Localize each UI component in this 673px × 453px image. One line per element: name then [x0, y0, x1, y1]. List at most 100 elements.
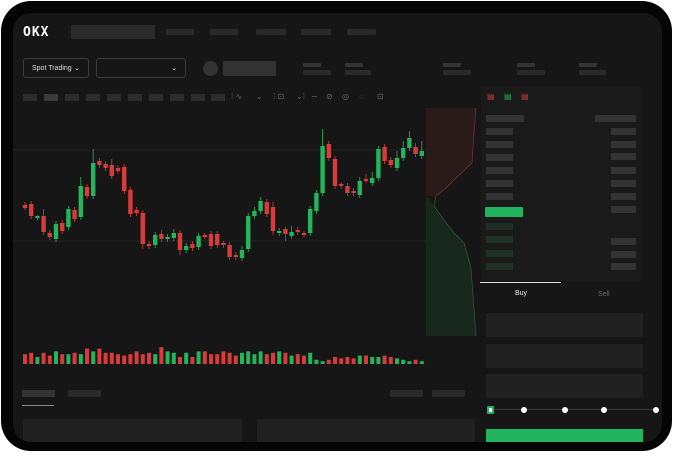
nav-item[interactable] [256, 29, 286, 35]
buy-tab[interactable]: Buy [515, 290, 528, 297]
volume-bar [388, 357, 393, 364]
candle-body [407, 138, 412, 148]
history-tab[interactable] [68, 390, 101, 397]
timeframe-button[interactable] [65, 94, 79, 101]
chevron-icon[interactable]: ⌄⁞ [296, 92, 305, 101]
chart-type-icon[interactable]: ⌄ [256, 92, 263, 101]
volume-bar [78, 354, 83, 364]
nav-item[interactable] [210, 29, 238, 35]
chevron-down-icon: ⌄ [74, 65, 80, 72]
timeframe-button[interactable] [128, 94, 142, 101]
candle-body [171, 233, 176, 238]
slider-step[interactable] [653, 407, 659, 413]
candle-body [221, 243, 226, 245]
slider-step[interactable] [601, 407, 607, 413]
pen-icon[interactable]: ⊘ [326, 92, 333, 101]
candle-body [283, 229, 288, 234]
volume-bar [382, 355, 387, 364]
timeframe-button[interactable] [23, 94, 37, 101]
volume-bar [196, 351, 201, 364]
orderbook-asks-icon[interactable]: ▤ [521, 92, 529, 101]
coin-icon [203, 61, 218, 76]
filter-button[interactable] [432, 390, 465, 397]
volume-bar [184, 352, 189, 364]
volume-bar [171, 352, 176, 364]
volume-bar [41, 352, 46, 364]
candlestick-chart[interactable] [13, 108, 479, 378]
candle-body [239, 250, 245, 258]
chevron-down-icon: ⌄ [171, 65, 177, 72]
nav-item[interactable] [347, 29, 376, 35]
volume-bar [314, 359, 319, 364]
volume-bar [395, 358, 399, 364]
orders-tab[interactable] [22, 390, 55, 397]
timeframe-button[interactable] [170, 94, 184, 101]
timeframe-button[interactable] [149, 94, 163, 101]
filter-button[interactable] [390, 390, 423, 397]
volume-bar [29, 352, 34, 364]
candle-body [357, 181, 362, 195]
candle-body [419, 151, 424, 156]
slider-step[interactable] [521, 407, 527, 413]
candle-body [363, 179, 369, 181]
buy-button[interactable] [486, 429, 643, 442]
candle-body [332, 159, 338, 186]
total-input[interactable] [486, 374, 643, 398]
line-tool-icon[interactable]: ∼ [311, 92, 318, 101]
volume-bar [258, 351, 263, 364]
candle-body [264, 202, 269, 214]
candle-body [109, 165, 114, 176]
candle-body [233, 255, 238, 257]
volume-bar [190, 357, 195, 364]
candle-body [84, 187, 90, 196]
candle-body [128, 190, 133, 214]
volume-bar [283, 352, 288, 364]
fullscreen-icon[interactable]: ⊡ [377, 92, 384, 101]
candle-body [258, 201, 263, 211]
timeframe-button[interactable] [191, 94, 205, 101]
sell-tab[interactable]: Sell [598, 291, 610, 298]
volume-bar [271, 352, 275, 364]
candle-body [177, 233, 183, 250]
amount-input[interactable] [486, 344, 643, 368]
volume-bar [165, 351, 170, 364]
candle-body [252, 211, 257, 216]
price-input[interactable] [486, 313, 643, 337]
leverage-slider[interactable] [489, 409, 657, 410]
circle-icon[interactable]: ◌ [359, 92, 364, 101]
search-bar[interactable] [71, 25, 155, 39]
timeframe-button[interactable] [211, 94, 225, 101]
buy-tab-indicator [480, 282, 561, 283]
orderbook-both-icon[interactable]: ▤ [487, 92, 495, 101]
orderbook-bids-icon[interactable]: ▤ [504, 92, 512, 101]
timeframe-button[interactable] [86, 94, 100, 101]
volume-bar [277, 351, 282, 364]
volume-bar [60, 354, 65, 364]
candle-body [146, 244, 152, 246]
depth-asks [426, 108, 476, 196]
orders-panel [23, 419, 242, 442]
slider-handle[interactable] [487, 406, 494, 414]
volume-bar [35, 357, 40, 364]
candle-body [308, 209, 313, 233]
candle-body [72, 210, 77, 219]
volume-bar [227, 352, 232, 364]
volume-bar [333, 357, 337, 364]
candle-body [159, 234, 164, 239]
slider-step[interactable] [562, 407, 568, 413]
timeframe-button[interactable] [107, 94, 121, 101]
timeframe-button[interactable] [44, 94, 58, 101]
settings-icon[interactable]: ⁞ ⊡ [273, 92, 285, 101]
nav-item[interactable] [301, 29, 331, 35]
target-icon[interactable]: ◎ [342, 92, 349, 101]
market-type-dropdown[interactable]: Spot Trading ⌄ [23, 58, 89, 78]
indicator-icon[interactable]: ⁞ ∿ [231, 92, 243, 101]
volume-bar [370, 357, 375, 364]
pair-dropdown[interactable]: ⌄ [96, 58, 186, 78]
candle-body [401, 148, 406, 158]
candle-body [208, 234, 214, 246]
candle-body [153, 235, 158, 245]
candle-body [270, 207, 276, 231]
nav-item[interactable] [166, 29, 194, 35]
volume-bar [140, 354, 145, 364]
